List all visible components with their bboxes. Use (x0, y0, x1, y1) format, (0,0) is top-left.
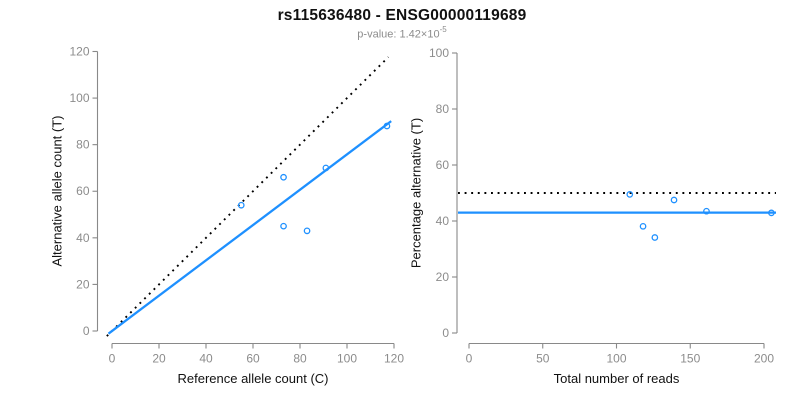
right-y-axis-title: Percentage alternative (T) (408, 117, 424, 269)
x-tick-label: 100 (337, 352, 357, 366)
regression-line (107, 120, 392, 335)
x-tick-label: 100 (606, 352, 626, 366)
data-point (322, 164, 330, 172)
data-point (383, 122, 391, 130)
left-plot: 0 20 40 60 80 100 120 0 20 40 60 80 100 120 (69, 44, 404, 365)
y-tick-label: 0 (442, 326, 449, 340)
data-point (280, 173, 287, 181)
y-tick-label: 40 (76, 231, 90, 245)
y-tick-label: 80 (436, 102, 450, 116)
y-tick-label: 60 (436, 158, 450, 172)
y-tick-label: 20 (76, 277, 90, 291)
y-tick-label: 100 (429, 46, 449, 60)
y-tick-label: 0 (83, 324, 90, 338)
left-x-axis-title: Reference allele count (C) (177, 371, 329, 386)
right-x-axis-title: Total number of reads (553, 371, 680, 386)
data-point (280, 222, 287, 230)
x-tick-label: 120 (384, 352, 404, 366)
pvalue-exponent: -5 (439, 25, 447, 34)
x-tick-label: 60 (246, 352, 260, 366)
figure-title: rs115636480 - ENSG00000119689 (277, 7, 527, 24)
data-point (768, 209, 775, 217)
y-tick-label: 60 (76, 184, 90, 198)
y-tick-label: 20 (436, 270, 450, 284)
x-tick-label: 80 (293, 352, 307, 366)
identity-line (106, 56, 390, 337)
x-tick-label: 40 (199, 352, 213, 366)
y-tick-label: 120 (69, 44, 89, 58)
pvalue-label: p-value: 1.42×10 (357, 28, 440, 41)
data-point (237, 201, 245, 209)
x-tick-label: 50 (536, 352, 550, 366)
figure-subtitle: p-value: 1.42×10-5 (0, 25, 800, 41)
x-tick-label: 0 (466, 352, 473, 366)
data-point (303, 227, 311, 235)
x-tick-label: 20 (152, 352, 166, 366)
y-tick-label: 100 (69, 91, 89, 105)
y-tick-label: 40 (436, 214, 450, 228)
data-point (651, 234, 659, 241)
data-point (670, 196, 678, 204)
data-point (626, 191, 634, 198)
x-tick-label: 0 (109, 352, 116, 366)
x-tick-label: 200 (754, 352, 774, 366)
right-plot: 0 20 40 60 80 100 0 50 100 150 200 (429, 46, 776, 366)
x-tick-label: 150 (680, 352, 700, 366)
y-tick-label: 80 (76, 138, 90, 152)
left-y-axis-title: Alternative allele count (T) (49, 115, 65, 267)
data-point (703, 207, 710, 215)
data-point (639, 222, 647, 230)
